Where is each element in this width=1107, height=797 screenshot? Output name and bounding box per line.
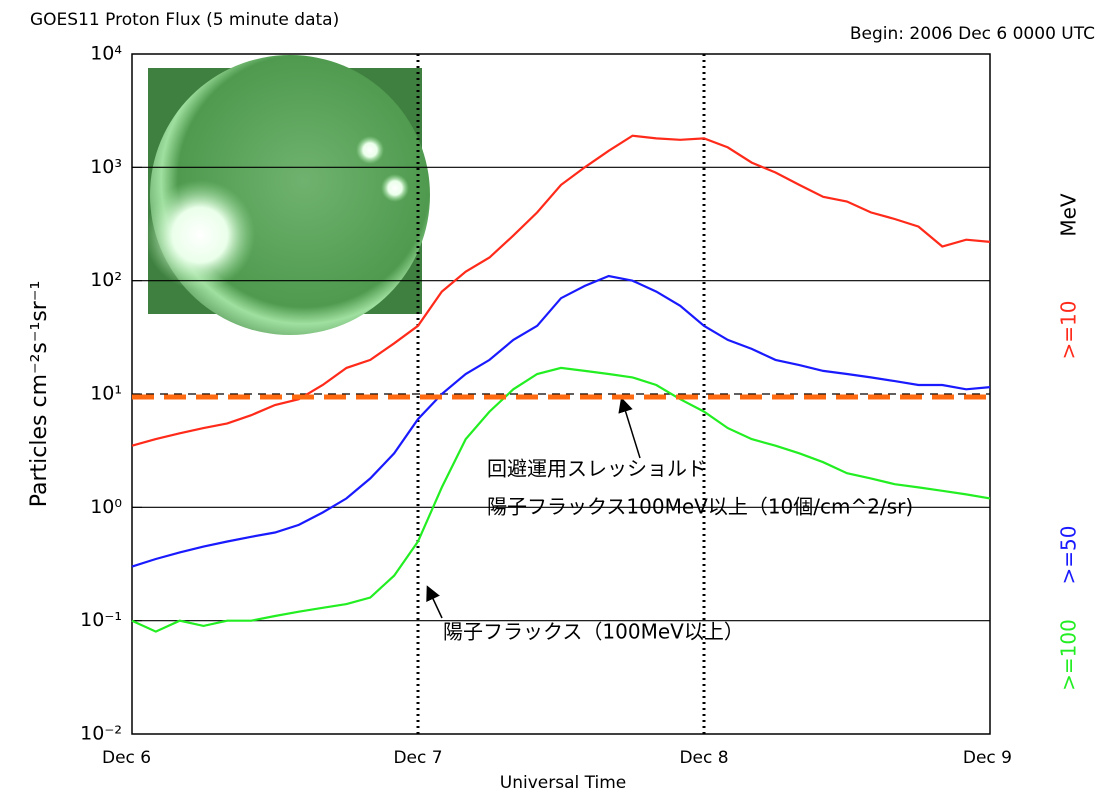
- legend-label: >=50: [1057, 526, 1081, 585]
- series-line: [131, 366, 991, 633]
- legend-label: >=10: [1057, 301, 1081, 360]
- subtitle: Begin: 2006 Dec 6 0000 UTC: [850, 24, 1095, 44]
- y-tick-label: 10³: [90, 156, 122, 178]
- y-tick-label: 10⁰: [90, 496, 122, 518]
- annotation: 陽子フラックス（100MeV以上）: [443, 620, 744, 644]
- arrow: [618, 397, 641, 459]
- y-tick-label: 10⁴: [90, 43, 122, 65]
- arrow: [426, 585, 443, 619]
- chart-title: GOES11 Proton Flux (5 minute data): [30, 10, 339, 30]
- y-tick-label: 10¹: [90, 383, 122, 405]
- y-tick-label: 10²: [90, 269, 122, 291]
- x-axis-label: Universal Time: [500, 773, 626, 793]
- x-tick-label: Dec 7: [393, 748, 442, 768]
- y-tick-label: 10⁻²: [80, 723, 122, 745]
- x-tick-label: Dec 8: [679, 748, 728, 768]
- series-line: [131, 134, 991, 447]
- y-axis-label: Particles cm⁻²s⁻¹sr⁻¹: [27, 281, 52, 508]
- annotation: 回避運用スレッショルド: [487, 457, 707, 481]
- x-tick-label: Dec 6: [102, 748, 151, 768]
- annotation: 陽子フラックス100MeV以上（10個/cm^2/sr): [487, 495, 913, 519]
- legend-unit: MeV: [1057, 193, 1081, 237]
- series-line: [131, 274, 991, 568]
- y-tick-label: 10⁻¹: [80, 609, 122, 631]
- inset-image: [145, 55, 430, 335]
- x-tick-label: Dec 9: [963, 748, 1012, 768]
- legend-label: >=100: [1057, 619, 1081, 691]
